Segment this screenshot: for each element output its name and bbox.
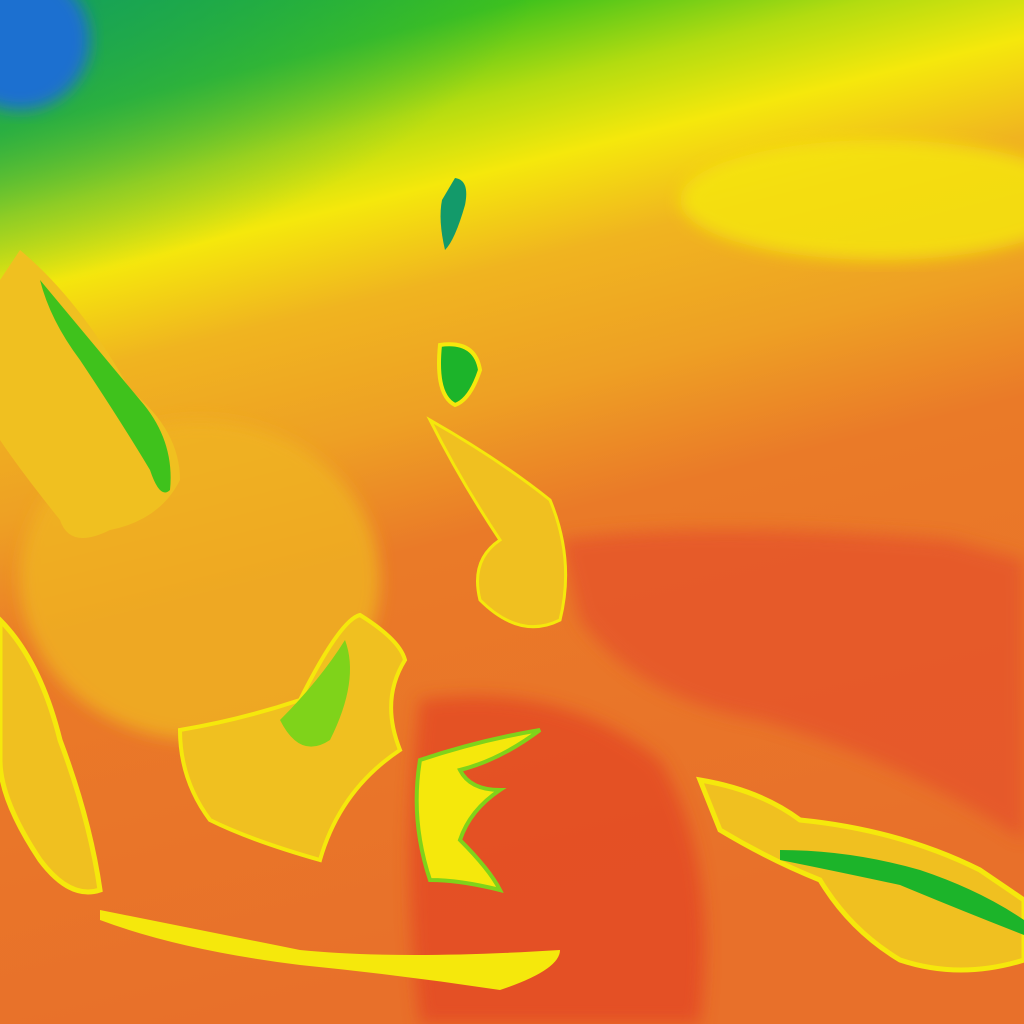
vietnam-coast bbox=[40, 280, 171, 493]
cold-region bbox=[0, 0, 570, 320]
borneo-interior bbox=[280, 640, 350, 747]
philippines-south bbox=[426, 416, 568, 629]
sumatra-landmass bbox=[0, 616, 103, 895]
warm-band-east bbox=[680, 140, 1024, 260]
hot-region-south bbox=[410, 696, 705, 1024]
indochina-landmass bbox=[0, 250, 180, 538]
hot-region-east bbox=[560, 530, 1024, 840]
java-islands bbox=[100, 910, 560, 990]
new-guinea-highlands bbox=[780, 850, 1024, 935]
cold-core bbox=[0, 0, 90, 110]
taiwan-landmass bbox=[440, 178, 467, 250]
luzon-landmass bbox=[437, 342, 483, 408]
sulawesi-landmass bbox=[414, 728, 542, 893]
